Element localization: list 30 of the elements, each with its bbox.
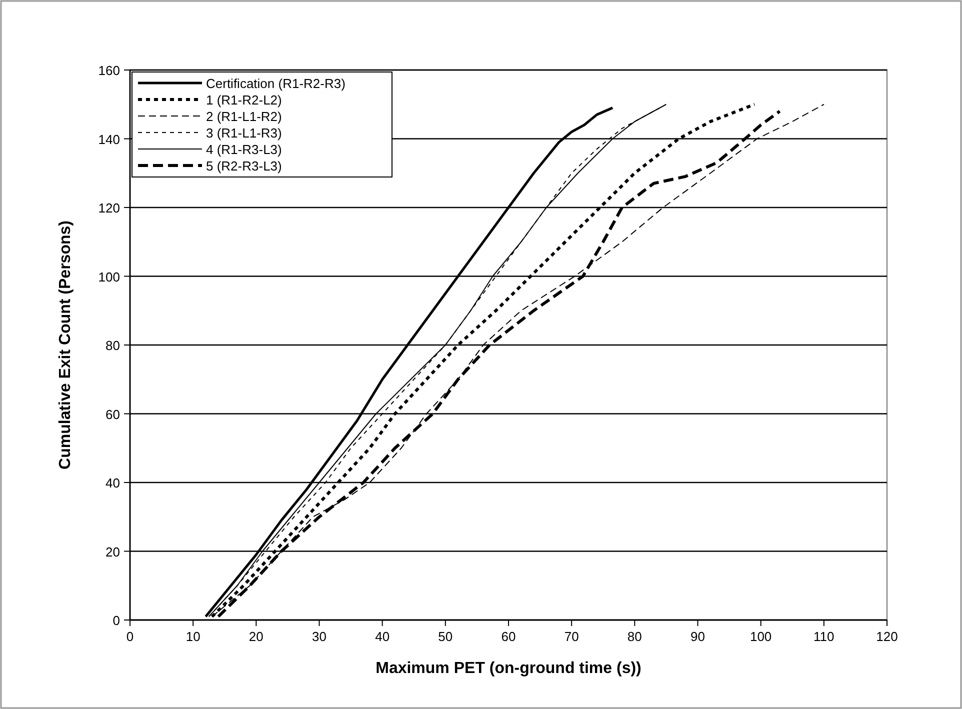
x-tick-label: 80 [627, 629, 642, 644]
legend-label: 1 (R1-R2-L2) [206, 92, 282, 108]
x-tick-label: 20 [248, 629, 264, 644]
x-tick-label: 60 [501, 629, 516, 644]
x-axis-title: Maximum PET (on-ground time (s)) [376, 660, 642, 677]
legend-label: 5 (R2-R3-L3) [206, 158, 282, 174]
x-tick-label: 110 [814, 629, 834, 644]
y-tick-label: 120 [98, 200, 120, 216]
y-tick-label: 160 [98, 63, 120, 78]
x-tick-label: 120 [876, 629, 898, 644]
y-tick-label: 60 [106, 406, 120, 422]
y-tick-label: 0 [112, 613, 120, 628]
y-tick-label: 80 [106, 338, 120, 353]
y-tick-label: 140 [98, 132, 120, 147]
y-axis-title: Cumulative Exit Count (Persons) [57, 220, 74, 470]
y-tick-label: 20 [106, 544, 120, 560]
legend-label: 2 (R1-L1-R2) [206, 109, 282, 124]
x-tick-label: 10 [186, 629, 200, 644]
x-tick-label: 100 [750, 629, 772, 644]
legend-label: 3 (R1-L1-R3) [206, 126, 282, 140]
y-tick-label: 40 [106, 476, 120, 490]
x-tick-label: 90 [690, 629, 705, 644]
legend-label: 4 (R1-R3-L3) [206, 142, 282, 157]
x-tick-label: 70 [564, 629, 579, 644]
x-tick-label: 50 [438, 629, 453, 644]
legend-label: Certification (R1-R2-R3) [206, 76, 346, 91]
x-tick-label: 0 [126, 629, 134, 644]
y-tick-label: 100 [98, 269, 120, 284]
x-tick-label: 40 [375, 629, 390, 644]
x-tick-label: 30 [312, 629, 326, 644]
